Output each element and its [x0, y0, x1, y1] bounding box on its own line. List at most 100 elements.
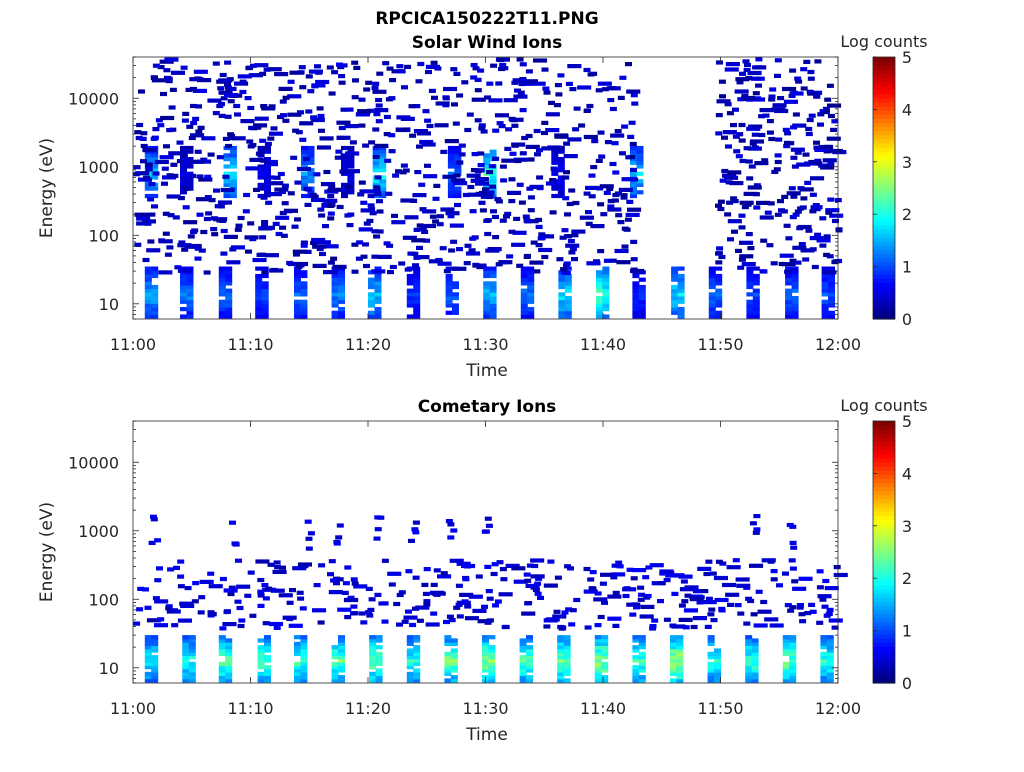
heatmap-cell — [594, 645, 602, 650]
heatmap-cell — [638, 661, 646, 666]
heatmap-cell — [151, 665, 159, 670]
colorbar-segment — [873, 216, 895, 222]
heatmap-cell — [261, 284, 269, 290]
heatmap-cell — [814, 147, 829, 152]
heatmap-cell — [564, 307, 572, 312]
heatmap-cell — [627, 207, 642, 212]
colorbar-segment — [873, 552, 895, 557]
heatmap-cell — [218, 665, 226, 670]
heatmap-cell — [458, 143, 466, 148]
heatmap-cell — [273, 560, 281, 565]
heatmap-cell — [519, 675, 527, 680]
heatmap-cell — [188, 135, 196, 141]
heatmap-cell — [264, 171, 271, 176]
heatmap-cell — [764, 617, 779, 622]
heatmap-cell — [200, 229, 208, 235]
heatmap-cell — [452, 121, 460, 126]
heatmap-cell — [625, 212, 640, 217]
heatmap-cell — [211, 232, 219, 237]
heatmap-cell — [681, 599, 689, 604]
heatmap-cell — [157, 123, 165, 128]
heatmap-cell — [144, 655, 152, 660]
heatmap-cell — [479, 190, 494, 196]
heatmap-cell — [307, 531, 315, 536]
heatmap-cell — [489, 296, 497, 301]
heatmap-cell — [300, 655, 308, 660]
heatmap-cell — [538, 247, 553, 253]
heatmap-cell — [791, 284, 799, 290]
heatmap-cell — [223, 171, 231, 176]
heatmap-cell — [142, 257, 150, 263]
heatmap-cell — [375, 668, 383, 673]
heatmap-cell — [519, 638, 527, 643]
heatmap-cell — [365, 586, 373, 591]
heatmap-cell — [261, 281, 269, 286]
heatmap-cell — [626, 199, 634, 204]
heatmap-cell — [300, 658, 308, 663]
heatmap-cell — [527, 296, 535, 301]
heatmap-cell — [671, 299, 679, 304]
heatmap-cell — [192, 581, 200, 586]
heatmap-cell — [543, 583, 558, 588]
heatmap-cell — [472, 262, 480, 267]
heatmap-cell — [246, 139, 254, 144]
heatmap-cell — [373, 112, 381, 117]
heatmap-cell — [527, 195, 535, 200]
heatmap-cell — [789, 661, 797, 666]
heatmap-cell — [489, 273, 497, 279]
heatmap-cell — [376, 71, 384, 76]
heatmap-cell — [684, 585, 699, 590]
heatmap-cell — [461, 563, 476, 569]
heatmap-cell — [461, 80, 469, 85]
heatmap-cell — [601, 648, 609, 653]
heatmap-cell — [428, 88, 436, 93]
heatmap-cell — [442, 174, 457, 179]
heatmap-cell — [225, 671, 233, 676]
colorbar-segment — [873, 621, 895, 627]
heatmap-cell — [301, 175, 308, 180]
heatmap-cell — [425, 622, 440, 627]
heatmap-cell — [599, 184, 614, 189]
heatmap-cell — [809, 209, 817, 214]
y-tick-label: 10 — [99, 659, 119, 678]
heatmap-cell — [157, 65, 165, 70]
heatmap-cell — [444, 678, 452, 683]
heatmap-cell — [488, 658, 496, 663]
heatmap-cell — [751, 645, 759, 650]
heatmap-cell — [564, 273, 572, 279]
heatmap-cell — [182, 645, 190, 650]
heatmap-cell — [257, 678, 265, 683]
heatmap-cell — [629, 141, 637, 147]
heatmap-cell — [294, 292, 301, 297]
heatmap-cell — [558, 292, 566, 297]
heatmap-cell — [789, 658, 797, 663]
colorbar-segment — [873, 597, 895, 602]
heatmap-cell — [714, 655, 721, 660]
heatmap-cell — [331, 70, 339, 75]
heatmap-cell — [419, 226, 427, 231]
heatmap-cell — [299, 121, 314, 126]
heatmap-cell — [413, 288, 421, 293]
heatmap-cell — [290, 155, 298, 160]
heatmap-cell — [760, 238, 768, 243]
heatmap-cell — [372, 154, 380, 160]
colorbar-segment — [873, 286, 895, 291]
heatmap-cell — [563, 665, 571, 670]
heatmap-cell — [247, 105, 255, 111]
heatmap-cell — [374, 266, 382, 271]
heatmap-cell — [596, 273, 603, 279]
heatmap-cell — [246, 65, 254, 70]
heatmap-cell — [333, 581, 340, 586]
heatmap-cell — [594, 648, 602, 653]
heatmap-cell — [534, 591, 542, 596]
heatmap-cell — [820, 655, 828, 660]
heatmap-cell — [396, 115, 411, 120]
heatmap-cell — [585, 221, 593, 226]
heatmap-cell — [248, 73, 263, 78]
heatmap-cell — [201, 136, 216, 141]
heatmap-cell — [413, 307, 421, 312]
heatmap-cell — [180, 145, 187, 151]
heatmap-cell — [186, 149, 194, 154]
heatmap-cell — [229, 164, 237, 169]
heatmap-cell — [413, 668, 421, 673]
